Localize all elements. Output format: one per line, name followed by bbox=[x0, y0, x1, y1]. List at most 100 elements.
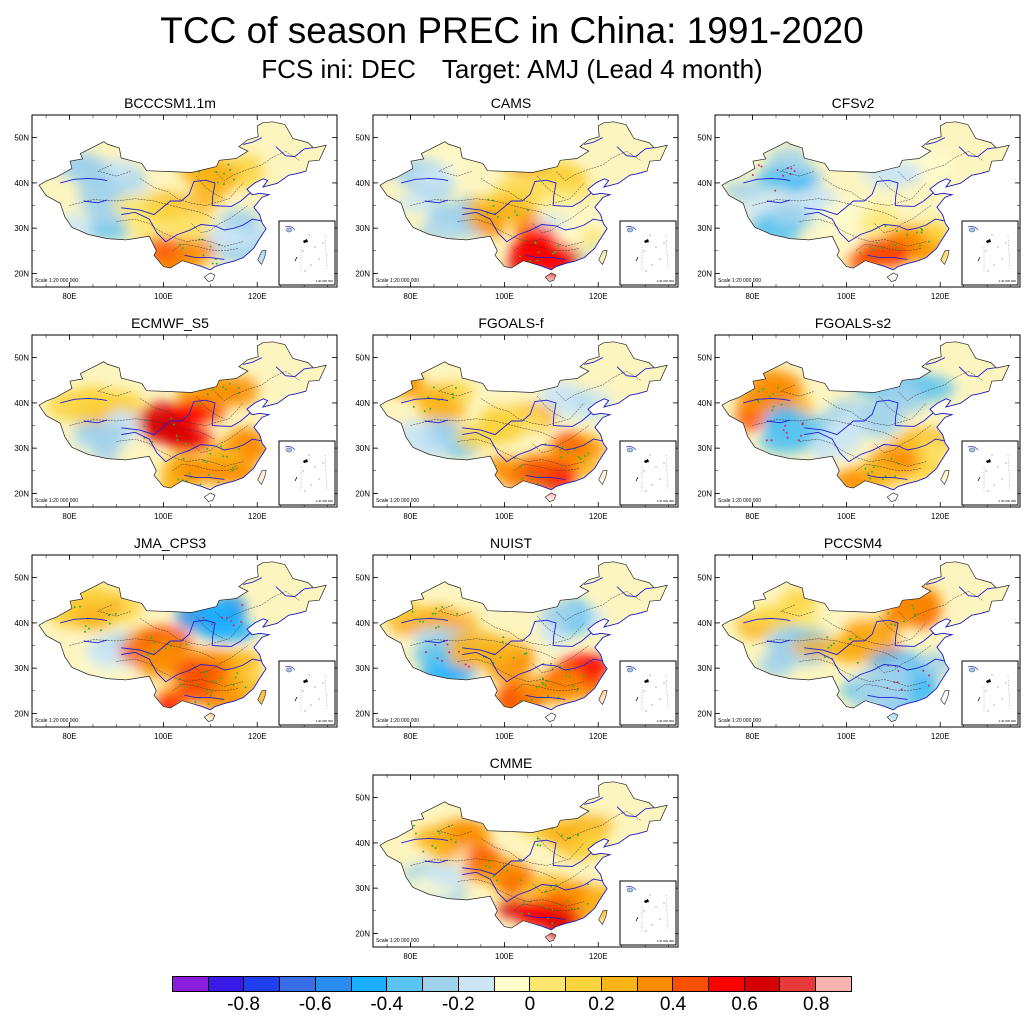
lat-tick-label: 50N bbox=[355, 354, 370, 363]
scale-label: Scale 1:20 000 000 bbox=[376, 278, 419, 284]
colorbar-swatch bbox=[423, 977, 459, 991]
china-map: 50N 40N 30N 20N 80E 100E 120E Scale 1:20 000 00… bbox=[355, 114, 679, 301]
tcc-field bbox=[39, 341, 327, 502]
lon-tick-label: 100E bbox=[495, 292, 514, 301]
lat-tick-label: 40N bbox=[355, 399, 370, 408]
colorbar-tick-label: 0.4 bbox=[659, 994, 687, 1015]
china-map: 50N 40N 30N 20N 80E 100E 120E Scale 1:20 000 00… bbox=[697, 554, 1021, 741]
colorbar-swatch bbox=[173, 977, 209, 991]
lon-tick-label: 120E bbox=[248, 292, 267, 301]
lon-tick-label: 120E bbox=[589, 732, 608, 741]
colorbar-swatch bbox=[315, 977, 352, 991]
china-map: 50N 40N 30N 20N 80E 100E 120E Scale 1:20 000 00… bbox=[14, 554, 338, 741]
south-china-sea-inset: 1:40 000 000 bbox=[619, 880, 677, 946]
lat-tick-label: 50N bbox=[14, 574, 29, 583]
colorbar-swatch bbox=[387, 977, 424, 991]
scale-label: Scale 1:20 000 000 bbox=[35, 278, 78, 284]
lat-tick-label: 50N bbox=[697, 354, 712, 363]
scale-label: Scale 1:20 000 000 bbox=[376, 498, 419, 504]
lat-tick-label: 50N bbox=[355, 134, 370, 143]
lat-tick-label: 40N bbox=[697, 179, 712, 188]
plot-frame bbox=[372, 334, 679, 508]
map-panel-fgoals-s2: FGOALS-s2 50N 40N 30N 20N 80E 100E 120E Scale 1:… bbox=[683, 315, 1023, 525]
significance-dots bbox=[486, 198, 560, 263]
lon-tick-label: 100E bbox=[154, 292, 173, 301]
panel-title: CFSv2 bbox=[831, 95, 875, 111]
lat-tick-label: 40N bbox=[355, 179, 370, 188]
panel-title: FGOALS-f bbox=[478, 315, 544, 331]
south-china-sea-inset: 1:40 000 000 bbox=[619, 220, 677, 286]
lon-tick-label: 120E bbox=[589, 512, 608, 521]
lat-tick-label: 20N bbox=[697, 709, 712, 718]
inset-scale-label: 1:40 000 000 bbox=[315, 499, 333, 503]
colorbar-swatch bbox=[280, 977, 316, 991]
panel-title: PCCSM4 bbox=[823, 535, 883, 551]
lat-tick-label: 40N bbox=[697, 399, 712, 408]
significance-dots bbox=[751, 164, 931, 258]
lon-tick-label: 100E bbox=[495, 512, 514, 521]
lon-tick-label: 120E bbox=[248, 732, 267, 741]
lon-tick-label: 80E bbox=[403, 952, 417, 961]
lat-tick-label: 20N bbox=[697, 269, 712, 278]
lat-tick-label: 40N bbox=[14, 179, 29, 188]
panel-title: FGOALS-s2 bbox=[814, 315, 892, 331]
lat-tick-label: 30N bbox=[697, 224, 712, 233]
lon-tick-label: 80E bbox=[403, 512, 417, 521]
map-panel-ecmwf-s5: ECMWF_S5 50N 40N 30N 20N 80E 100E 120E Scale 1:2… bbox=[0, 315, 340, 525]
lon-tick-label: 100E bbox=[837, 512, 856, 521]
map-panel-pccsm4: PCCSM4 50N 40N 30N 20N 80E 100E 120E Scale 1:20 … bbox=[683, 535, 1023, 745]
lon-tick-label: 100E bbox=[495, 732, 514, 741]
china-map: 50N 40N 30N 20N 80E 100E 120E Scale 1:20 000 00… bbox=[697, 334, 1021, 521]
lat-tick-label: 50N bbox=[355, 574, 370, 583]
lat-tick-label: 30N bbox=[697, 444, 712, 453]
lon-tick-label: 80E bbox=[62, 732, 76, 741]
lat-tick-label: 30N bbox=[14, 224, 29, 233]
colorbar-swatch bbox=[244, 977, 281, 991]
lon-tick-label: 120E bbox=[931, 512, 950, 521]
inset-scale-label: 1:40 000 000 bbox=[656, 499, 674, 503]
south-china-sea-inset: 1:40 000 000 bbox=[961, 220, 1019, 286]
colorbar-swatch bbox=[780, 977, 817, 991]
panel-title: BCCCSM1.1m bbox=[124, 95, 216, 111]
lon-tick-label: 80E bbox=[403, 292, 417, 301]
lon-tick-label: 80E bbox=[403, 732, 417, 741]
lat-tick-label: 20N bbox=[355, 489, 370, 498]
inset-scale-label: 1:40 000 000 bbox=[998, 719, 1016, 723]
lat-tick-label: 20N bbox=[355, 929, 370, 938]
south-china-sea-inset: 1:40 000 000 bbox=[278, 660, 336, 726]
map-panel-bcccsm1-1m: BCCCSM1.1m 50N 40N 30N 20N 80E 100E 120E Scale 1… bbox=[0, 95, 340, 305]
inset-scale-label: 1:40 000 000 bbox=[315, 719, 333, 723]
significance-dots bbox=[411, 605, 585, 702]
colorbar-tick-label: 0.6 bbox=[731, 994, 758, 1015]
colorbar-swatch bbox=[816, 977, 851, 991]
lat-tick-label: 40N bbox=[14, 399, 29, 408]
colorbar-swatch bbox=[494, 977, 531, 991]
china-map: 50N 40N 30N 20N 80E 100E 120E Scale 1:20 000 00… bbox=[355, 554, 679, 741]
scale-label: Scale 1:20 000 000 bbox=[376, 718, 419, 724]
lat-tick-label: 30N bbox=[14, 664, 29, 673]
lat-tick-label: 30N bbox=[697, 664, 712, 673]
lon-tick-label: 100E bbox=[154, 732, 173, 741]
lat-tick-label: 20N bbox=[14, 269, 29, 278]
figure-title: TCC of season PREC in China: 1991-2020 bbox=[160, 10, 864, 51]
map-panel-cfsv2: CFSv2 50N 40N 30N 20N 80E 100E 120E Scale 1:20 0… bbox=[683, 95, 1023, 305]
plot-frame bbox=[31, 554, 338, 728]
lat-tick-label: 50N bbox=[14, 134, 29, 143]
colorbar-swatch bbox=[673, 977, 710, 991]
plot-frame bbox=[372, 774, 679, 948]
colorbar-swatch bbox=[637, 977, 674, 991]
south-china-sea-inset: 1:40 000 000 bbox=[961, 440, 1019, 506]
lon-tick-label: 100E bbox=[837, 292, 856, 301]
lon-tick-label: 120E bbox=[589, 292, 608, 301]
china-map: 50N 40N 30N 20N 80E 100E 120E Scale 1:20 000 00… bbox=[355, 774, 679, 961]
panel-title: ECMWF_S5 bbox=[131, 315, 209, 331]
colorbar-swatch bbox=[530, 977, 567, 991]
colorbar-tick-label: 0 bbox=[524, 994, 536, 1015]
lon-tick-label: 120E bbox=[931, 292, 950, 301]
scale-label: Scale 1:20 000 000 bbox=[376, 938, 419, 944]
map-panel-cmme: CMME 50N 40N 30N 20N 80E 100E 120E Scale 1:20 00… bbox=[341, 755, 681, 965]
panel-title: CAMS bbox=[490, 95, 532, 111]
colorbar-swatch bbox=[566, 977, 602, 991]
scale-label: Scale 1:20 000 000 bbox=[718, 278, 761, 284]
south-china-sea-inset: 1:40 000 000 bbox=[961, 660, 1019, 726]
